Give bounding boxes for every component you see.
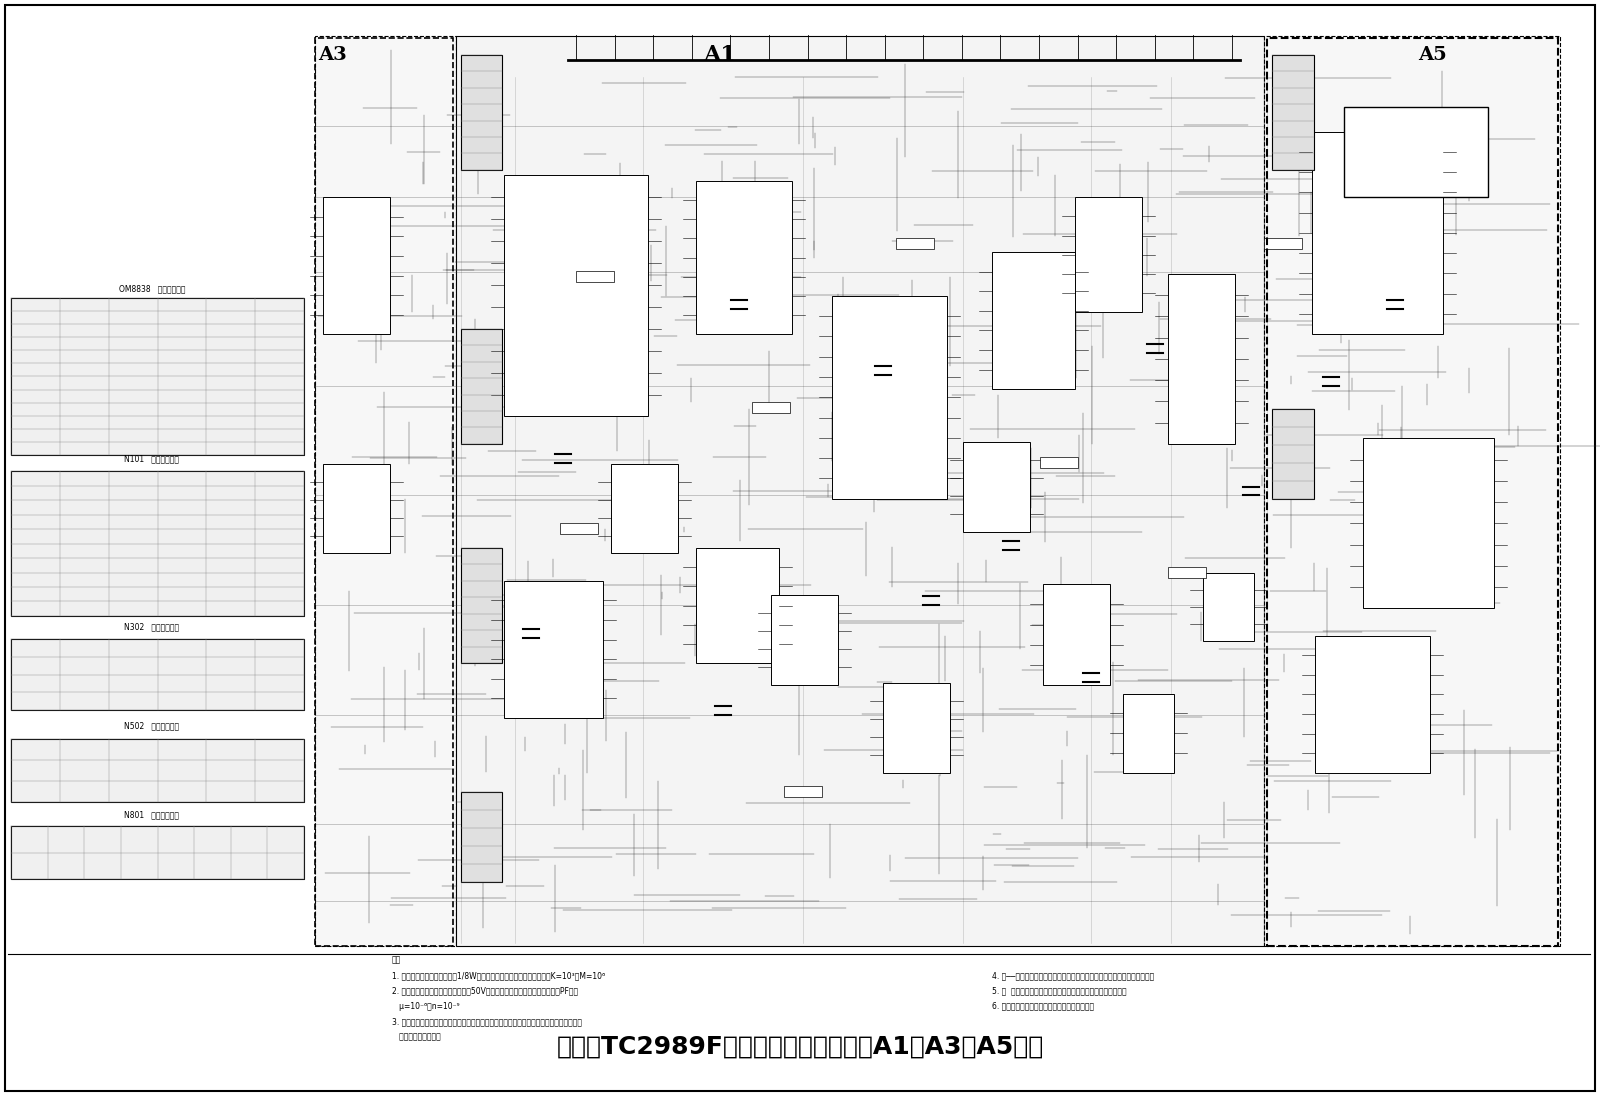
Text: 5. 带  标记的元器件，对安全特别重要，只能用指定型号替换。: 5. 带 标记的元器件，对安全特别重要，只能用指定型号替换。 — [992, 986, 1126, 995]
Bar — [784, 786, 822, 797]
Bar — [461, 792, 502, 882]
Bar — [11, 826, 304, 879]
Text: N502   管脚电压分布: N502 管脚电压分布 — [125, 721, 179, 730]
Bar — [11, 739, 304, 802]
Text: 注：: 注： — [392, 956, 402, 964]
Bar — [1272, 409, 1314, 499]
Text: 3. 图中所标电压是在输入彩色信号，标准收看状态下，所测点距地间电压，信号强度不同，: 3. 图中所标电压是在输入彩色信号，标准收看状态下，所测点距地间电压，信号强度不… — [392, 1017, 582, 1026]
Bar — [696, 548, 779, 663]
Bar — [576, 271, 614, 282]
Text: 6. 此电路仅供参考，如有变动，恕不另行通知。: 6. 此电路仅供参考，如有变动，恕不另行通知。 — [992, 1002, 1094, 1011]
Bar — [1312, 132, 1443, 334]
Text: N302   管脚电压分布: N302 管脚电压分布 — [125, 623, 179, 631]
Bar — [323, 464, 390, 553]
Text: 2. 未标注耐压的电容器，其耐压值为50V；未标注单位的电容其单位为皮法（PF），: 2. 未标注耐压的电容器，其耐压值为50V；未标注单位的电容其单位为皮法（PF）… — [392, 986, 578, 995]
Text: A3: A3 — [318, 46, 347, 64]
Bar — [504, 175, 648, 416]
Bar — [504, 581, 603, 718]
Bar — [1040, 457, 1078, 468]
Text: 其它电感会有变化。: 其它电感会有变化。 — [392, 1032, 440, 1041]
Text: A5: A5 — [1418, 46, 1446, 64]
Bar — [1168, 567, 1206, 578]
Bar — [1272, 55, 1314, 170]
Bar — [315, 36, 456, 946]
Bar — [456, 36, 1264, 946]
Bar — [992, 252, 1075, 389]
Bar — [1264, 36, 1560, 946]
Bar — [832, 296, 947, 499]
Bar — [896, 238, 934, 249]
Bar — [1315, 636, 1430, 773]
Bar — [1264, 238, 1302, 249]
Text: N101   管脚电压分布: N101 管脚电压分布 — [125, 455, 179, 464]
Bar — [1075, 197, 1142, 312]
Bar — [611, 464, 678, 553]
Text: 海信牌TC2989F型彩色电视机电路图（A1、A3、A5板）: 海信牌TC2989F型彩色电视机电路图（A1、A3、A5板） — [557, 1035, 1043, 1059]
Bar — [461, 55, 502, 170]
Text: N801   管脚电压分布: N801 管脚电压分布 — [125, 811, 179, 820]
Bar — [11, 471, 304, 616]
Text: OM8838   管脚电压分布: OM8838 管脚电压分布 — [118, 285, 186, 294]
Bar — [560, 523, 598, 534]
Text: A1: A1 — [704, 44, 736, 66]
Bar — [752, 402, 790, 413]
Bar — [696, 181, 792, 334]
Bar — [461, 329, 502, 444]
Text: 1. 未标注功率的电阻器功率为1/8W，未标注单位的电阻其单位为欧姆；K=10³，M=10⁶: 1. 未标注功率的电阻器功率为1/8W，未标注单位的电阻其单位为欧姆；K=10³… — [392, 971, 605, 980]
Bar — [1344, 107, 1488, 197]
Bar — [1168, 274, 1235, 444]
Bar — [883, 683, 950, 773]
Bar — [1043, 584, 1110, 685]
Bar — [1123, 694, 1174, 773]
Bar — [461, 548, 502, 663]
Bar — [1363, 438, 1494, 608]
Bar — [1203, 573, 1254, 641]
Bar — [315, 38, 453, 946]
Bar — [323, 197, 390, 334]
Text: μ=10⁻⁶，n=10⁻⁹: μ=10⁻⁶，n=10⁻⁹ — [392, 1002, 459, 1011]
Bar — [1267, 38, 1558, 946]
Bar — [963, 442, 1030, 532]
Bar — [11, 639, 304, 710]
Bar — [771, 595, 838, 685]
Text: 4. 用──围起的区域和交流电源直接相连，维修该区域时需使用隔离变压器。: 4. 用──围起的区域和交流电源直接相连，维修该区域时需使用隔离变压器。 — [992, 971, 1154, 980]
Bar — [11, 298, 304, 455]
